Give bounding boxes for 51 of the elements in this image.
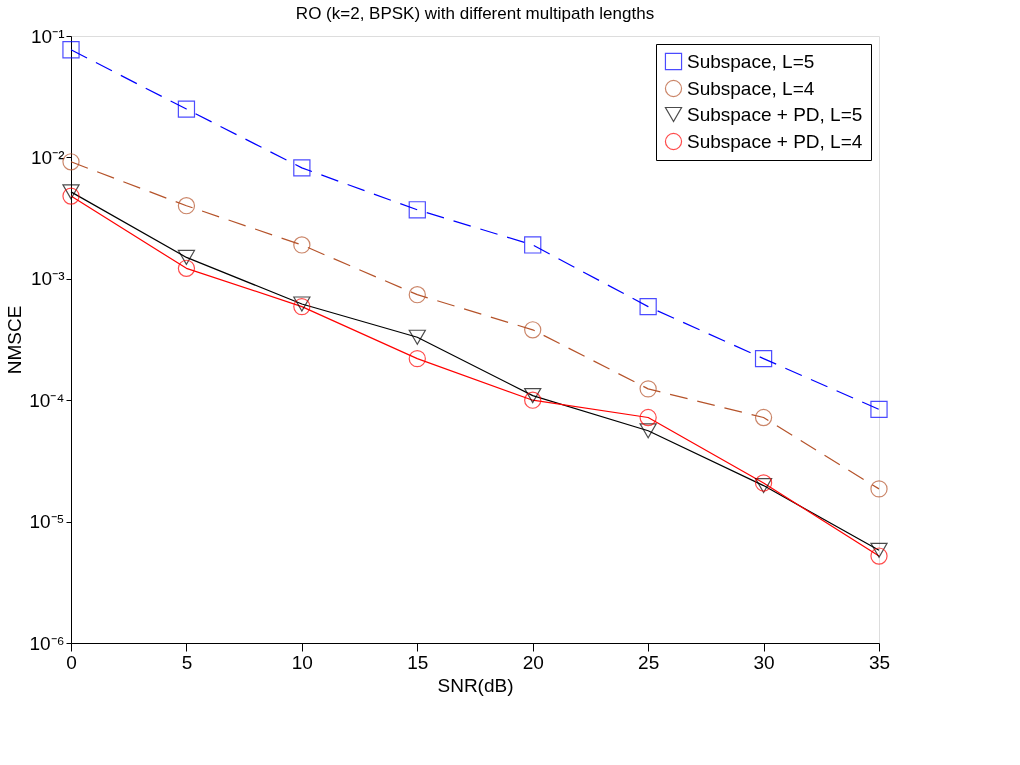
legend-label: Subspace, L=5 [687,50,815,72]
point [293,236,311,254]
point [639,408,657,427]
point [62,187,80,205]
point [408,349,426,368]
point [408,329,426,345]
legend-label: Subspace + PD, L=4 [687,130,863,152]
x-tick-label: 10 [291,651,313,673]
point [639,423,657,439]
x-tick-label: 30 [753,651,775,673]
point [754,474,773,492]
point [754,408,773,427]
point [870,542,888,558]
y-tick-label: 10⁻² [31,146,65,168]
point [870,480,888,498]
x-tick-label: 35 [868,651,891,673]
point [177,249,196,265]
x-tick-label: 15 [407,651,429,673]
point [870,400,888,419]
point [408,201,426,219]
chart-title: RO (k=2, BPSK) with different multipath lengths [295,4,655,23]
point [62,184,80,200]
point [293,296,311,312]
point [524,388,542,404]
point [524,391,542,409]
y-tick-label: 10⁻³ [31,268,65,290]
point [639,297,657,316]
point [754,349,773,368]
y-axis-title: NMSCE [4,305,26,375]
x-tick-label: 0 [66,651,77,673]
point [293,159,311,177]
x-axis-title: SNR(dB) [437,674,514,696]
point [62,41,80,59]
x-tick-label: 5 [181,651,193,673]
point [639,380,657,398]
point [177,197,196,215]
legend-label: Subspace, L=4 [687,77,815,99]
legend-label: Subspace + PD, L=5 [687,103,863,125]
point [754,478,773,494]
y-tick-label: 10⁻¹ [31,25,65,47]
y-tick-label: 10⁻⁴ [29,389,65,411]
y-tick-label: 10⁻⁵ [29,511,65,533]
y-tick-label: 10⁻⁶ [29,632,65,654]
point [177,259,196,277]
x-tick-label: 20 [522,651,544,673]
point [408,286,426,304]
x-tick-label: 25 [638,651,660,673]
point [870,547,888,565]
point [177,100,196,118]
point [524,236,542,254]
point [524,321,542,339]
